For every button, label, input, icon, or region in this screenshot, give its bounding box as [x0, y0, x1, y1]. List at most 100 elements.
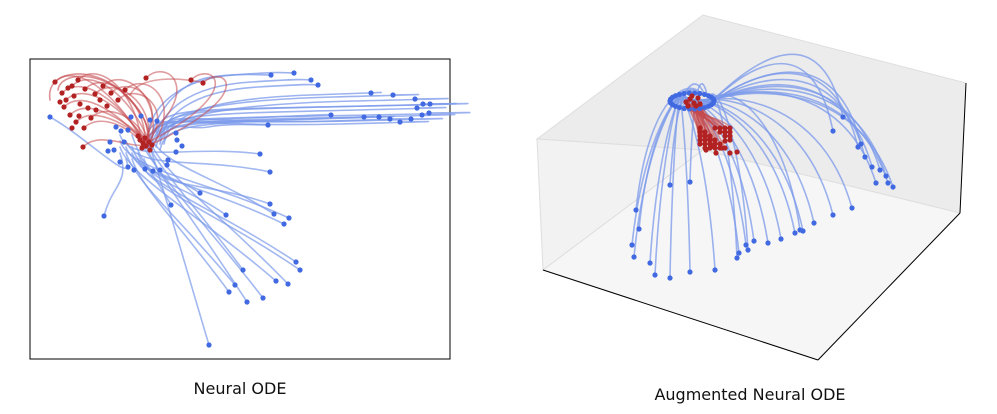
blue-endpoint	[849, 205, 855, 211]
blue-trajectory	[125, 152, 236, 286]
blue-endpoint	[885, 180, 891, 186]
blue-endpoint	[681, 90, 687, 97]
axis-edge	[542, 269, 819, 361]
red-endpoint	[693, 103, 699, 109]
red-endpoint	[93, 107, 99, 113]
red-endpoint	[69, 125, 75, 131]
red-endpoint	[92, 91, 98, 97]
red-endpoint	[59, 90, 65, 96]
blue-endpoint	[712, 267, 718, 273]
blue-endpoint	[240, 267, 246, 273]
blue-endpoint	[687, 179, 693, 185]
red-endpoint	[722, 133, 728, 139]
blue-trajectory	[131, 158, 230, 293]
blue-endpoint	[267, 169, 273, 175]
blue-endpoint	[206, 342, 212, 348]
red-endpoint	[142, 135, 148, 141]
red-endpoint	[722, 138, 728, 144]
blue-endpoint	[629, 242, 635, 248]
red-endpoint	[147, 147, 153, 153]
blue-endpoint	[105, 148, 111, 154]
blue-endpoint	[131, 167, 137, 173]
red-endpoint	[697, 133, 703, 139]
blue-endpoint	[260, 295, 266, 301]
red-endpoint	[685, 103, 691, 109]
red-endpoint	[139, 145, 145, 151]
blue-endpoint	[232, 282, 238, 288]
blue-endpoint	[397, 119, 403, 125]
red-trajectory	[141, 71, 178, 143]
blue-endpoint	[797, 227, 803, 233]
blue-endpoint	[47, 114, 53, 120]
blue-trajectory	[149, 134, 275, 215]
blue-endpoint	[667, 275, 673, 281]
blue-endpoint	[890, 184, 896, 190]
neural-ode-panel	[29, 58, 471, 360]
blue-endpoint	[244, 299, 250, 305]
blue-endpoint	[128, 114, 134, 120]
red-trajectory	[144, 72, 216, 145]
blue-endpoint	[165, 157, 171, 163]
blue-endpoint	[265, 122, 271, 128]
blue-endpoint	[361, 114, 367, 120]
red-endpoint	[702, 141, 708, 147]
axis-edge	[817, 212, 961, 361]
blue-endpoint	[197, 190, 203, 196]
blue-endpoint	[667, 182, 673, 188]
red-endpoint	[703, 147, 709, 153]
blue-endpoint	[883, 173, 889, 179]
blue-trajectories	[49, 71, 471, 346]
red-endpoint	[734, 149, 740, 155]
blue-endpoint	[387, 116, 393, 122]
red-endpoint	[200, 80, 206, 86]
red-endpoint	[75, 77, 81, 83]
red-trajectory	[94, 86, 150, 141]
red-endpoint	[143, 75, 149, 81]
red-endpoint	[697, 125, 703, 131]
red-endpoints	[683, 93, 740, 156]
red-endpoint	[702, 137, 708, 143]
blue-endpoint	[147, 117, 153, 123]
blue-endpoint	[157, 167, 163, 173]
blue-endpoint	[173, 149, 179, 155]
blue-endpoint	[862, 154, 868, 160]
blue-endpoint	[142, 166, 148, 172]
blue-endpoint	[427, 101, 433, 107]
blue-trajectory	[143, 140, 248, 303]
red-endpoint	[713, 150, 719, 156]
blue-trajectory	[151, 117, 444, 139]
augmented-neural-ode-panel	[535, 14, 967, 361]
blue-trajectory	[708, 93, 749, 251]
red-endpoint	[143, 143, 149, 149]
blue-endpoint	[293, 259, 299, 265]
red-endpoint	[702, 133, 708, 139]
blue-endpoint	[873, 180, 879, 186]
red-endpoint	[683, 99, 689, 105]
red-endpoint	[108, 90, 114, 96]
blue-endpoint	[778, 236, 784, 242]
red-endpoint	[85, 105, 91, 111]
blue-endpoint	[168, 202, 174, 208]
red-endpoint	[122, 87, 128, 93]
red-endpoint	[727, 150, 733, 156]
blue-endpoint	[414, 105, 420, 111]
blue-endpoint	[869, 164, 875, 170]
red-endpoint	[710, 143, 716, 149]
blue-endpoint	[701, 104, 708, 111]
blue-endpoint	[268, 72, 274, 78]
red-endpoint	[71, 93, 77, 99]
red-trajectory	[90, 110, 147, 149]
blue-endpoint	[267, 201, 273, 207]
blue-endpoints	[47, 70, 433, 348]
red-trajectory	[147, 75, 228, 147]
blue-endpoint	[308, 77, 314, 83]
blue-endpoint	[150, 168, 156, 174]
blue-trajectory	[149, 140, 289, 285]
neural-ode-caption: Neural ODE	[193, 379, 287, 398]
blue-endpoint	[107, 139, 113, 145]
blue-endpoint	[792, 230, 798, 236]
red-endpoints	[52, 75, 206, 153]
red-endpoint	[61, 104, 67, 110]
red-endpoint	[722, 125, 728, 131]
blue-endpoint	[291, 70, 297, 76]
